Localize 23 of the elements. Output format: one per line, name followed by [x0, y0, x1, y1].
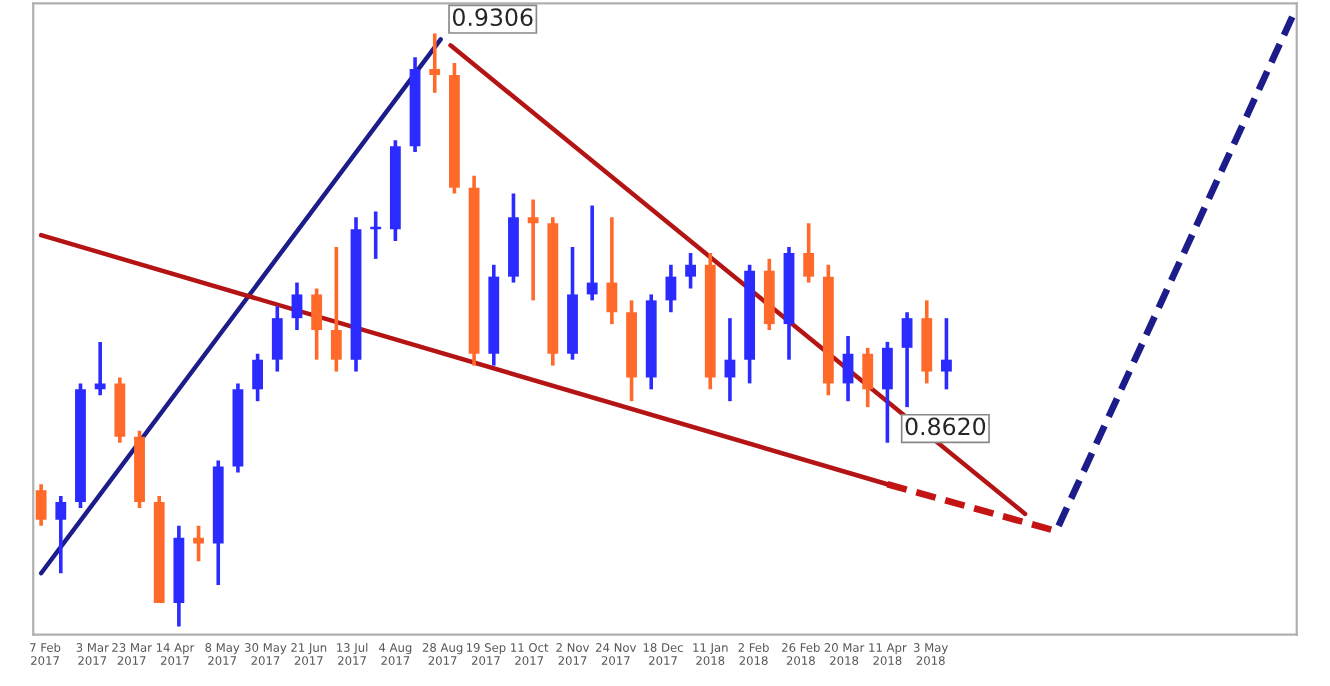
candlestick	[803, 221, 815, 285]
candlestick	[291, 280, 303, 332]
candlestick	[586, 203, 598, 303]
candlestick	[842, 334, 854, 404]
candlestick	[941, 316, 952, 392]
candlestick	[685, 251, 696, 291]
candlestick	[271, 304, 283, 374]
candlestick	[330, 245, 342, 374]
candlestick	[252, 351, 264, 404]
candlestick	[901, 310, 913, 409]
candlestick	[55, 494, 67, 576]
candlestick	[665, 262, 677, 315]
candlestick	[862, 346, 874, 409]
candlestick	[35, 482, 47, 528]
candlestick	[606, 215, 618, 326]
candlestick	[193, 523, 204, 564]
annotation: 0.9306	[452, 8, 533, 27]
annotation: 0.8620	[905, 417, 986, 436]
candlestick	[881, 340, 893, 445]
candlestick	[527, 197, 539, 303]
candlestick	[429, 31, 441, 95]
candlestick	[311, 286, 323, 362]
candlestick	[94, 340, 106, 398]
